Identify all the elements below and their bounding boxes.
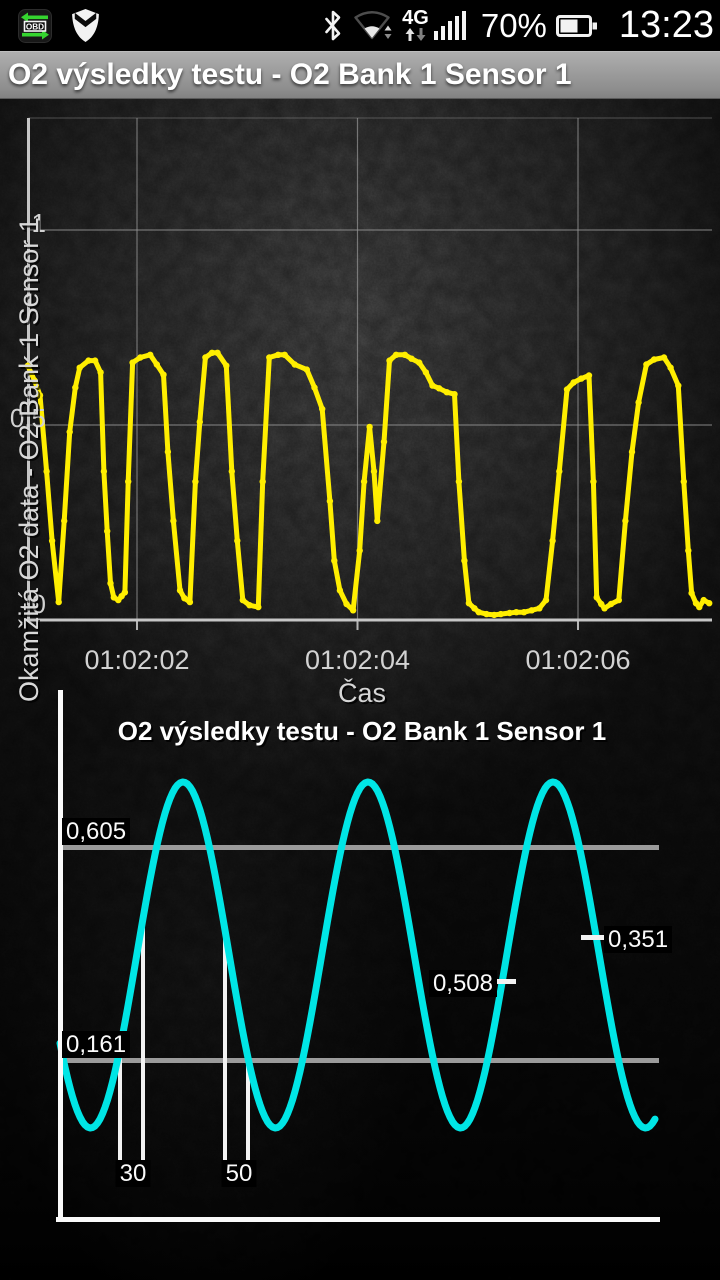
network-type: 4G — [402, 8, 429, 44]
signal-strength-icon — [433, 10, 466, 40]
reference-label-low: 0,161 — [66, 1031, 126, 1058]
battery-icon — [555, 14, 597, 37]
y-tick-label: 1 — [32, 208, 46, 238]
data-arrows-icon — [405, 27, 425, 41]
o2-test-result-chart: O2 výsledky testu - O2 Bank 1 Sensor 1O2… — [56, 690, 672, 1222]
obd-app-icon: OBD — [18, 8, 52, 43]
y-tick-label: 0 — [32, 589, 46, 619]
page-title: O2 výsledky testu - O2 Bank 1 Sensor 1 — [8, 58, 572, 91]
result-sine-wave — [56, 778, 659, 1132]
result-y-axis — [58, 690, 63, 1222]
status-bar: OBD 4G — [0, 0, 720, 51]
y-axis-title-shadow: Okamžitá O2 data - O2 Bank 1 Sensor 1 — [16, 219, 46, 704]
interval-label-50: 50 — [226, 1160, 253, 1187]
y-axis-title: Okamžitá O2 data - O2 Bank 1 Sensor 1 — [14, 217, 44, 702]
result-chart-title: O2 výsledky testu - O2 Bank 1 Sensor 1 — [120, 718, 608, 748]
x-tick-label: 01:02:06 — [525, 645, 630, 675]
x-axis-title: Čas — [338, 677, 386, 708]
x-axis-title: Čas — [340, 679, 388, 710]
moon-wallpaper — [0, 99, 720, 1280]
point-label-0351: 0,351 — [608, 926, 668, 953]
reference-label-high: 0,605 — [66, 818, 126, 845]
svg-text:OBD: OBD — [26, 22, 44, 31]
x-tick-label: 01:02:02 — [84, 645, 189, 675]
o2-series-points — [24, 349, 713, 619]
title-bar: O2 výsledky testu - O2 Bank 1 Sensor 1 — [0, 51, 720, 99]
battery-percent-label: 70% — [480, 6, 547, 44]
bluetooth-icon — [325, 10, 341, 41]
y-tick-label: 0.5 — [10, 403, 46, 433]
interval-label-50-bg — [221, 1160, 257, 1187]
point-label-dash — [581, 935, 604, 940]
wifi-icon — [354, 10, 392, 39]
point-label-dash — [495, 979, 516, 984]
interval-label-30: 30 — [120, 1160, 147, 1187]
point-label-0351-bg — [604, 926, 672, 953]
interval-label-30-bg — [115, 1160, 151, 1187]
point-label-0508: 0,508 — [433, 970, 493, 997]
point-label-0508-bg — [429, 970, 497, 997]
reference-label-low-bg — [62, 1031, 130, 1058]
reference-label-high-bg — [62, 818, 130, 845]
wallpaper-noise — [0, 99, 720, 1280]
x-tick-label: 01:02:04 — [305, 645, 410, 675]
result-chart-title: O2 výsledky testu - O2 Bank 1 Sensor 1 — [118, 716, 606, 746]
network-label: 4G — [402, 6, 429, 29]
status-bar-left: OBD — [18, 8, 99, 43]
clock-label: 13:23 — [618, 4, 714, 46]
result-x-axis — [56, 1217, 660, 1222]
shield-icon — [72, 9, 99, 42]
status-bar-right: 4G 70% 13:23 — [322, 4, 716, 47]
